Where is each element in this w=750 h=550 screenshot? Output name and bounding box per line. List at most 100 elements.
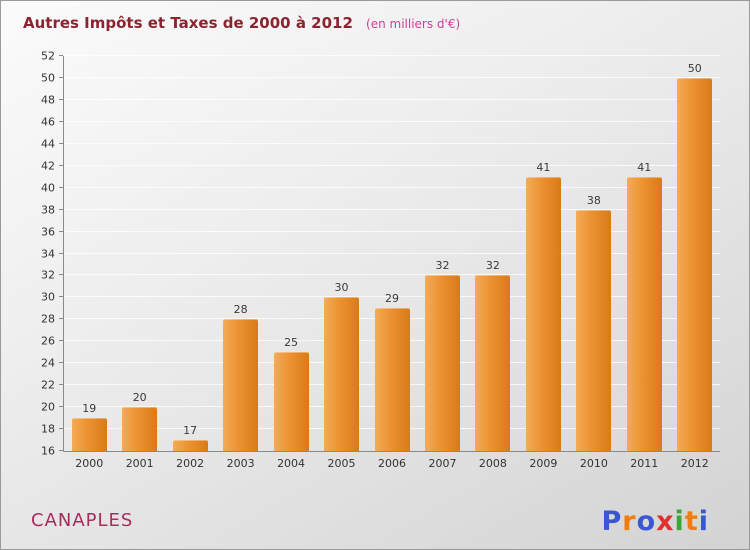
x-axis-label: 2012 [680,457,709,470]
y-tick [59,450,63,451]
y-axis-label: 34 [41,247,55,260]
y-axis-label: 24 [41,356,55,370]
y-axis-label: 16 [41,444,55,458]
brand-letter: o [636,506,657,537]
x-axis-label: 2004 [277,457,306,470]
gridline [64,55,720,56]
gridline [64,296,720,298]
y-axis-label: 40 [41,181,55,195]
y-axis-label: 48 [41,93,55,107]
location-label: CANAPLES [31,510,134,531]
y-axis-label: 20 [41,400,55,414]
y-tick [59,142,63,144]
bar-2012 [677,77,712,451]
gridline [64,120,720,122]
bar-value-label: 50 [687,61,702,75]
y-axis-label: 22 [41,378,55,392]
y-tick [59,252,63,254]
gridline [64,208,720,210]
bar-value-label: 38 [586,193,601,207]
bar-2003 [223,319,258,451]
y-tick [59,318,63,320]
bar-value-label: 20 [132,391,147,405]
y-tick [59,384,63,386]
bar-value-label: 41 [536,160,551,174]
y-axis-label: 18 [41,422,55,436]
bar-value-label: 28 [233,303,248,317]
bar-2006 [375,308,410,451]
y-axis-label: 52 [41,49,55,63]
bar-value-label: 30 [334,281,349,295]
y-axis-label: 46 [41,115,55,129]
x-axis-label: 2001 [125,457,154,470]
x-axis-label: 2007 [428,457,457,470]
bar-value-label: 32 [485,259,500,273]
plot-area: 16 18 20 22 24 26 28 30 32 34 36 38 40 42 44 46 48 50 52 19… [41,51,720,470]
y-axis-label: 38 [41,203,55,217]
x-axis-label: 2003 [226,457,255,470]
gridline [64,98,720,100]
y-axis-label: 50 [41,71,55,85]
x-axis-label: 2009 [529,457,558,470]
y-tick [59,120,63,122]
y-tick [59,274,63,276]
brand-letter: r [622,506,637,537]
bar-2002 [173,440,208,451]
y-tick [59,296,63,298]
brand-letter: i [698,506,709,537]
proxiti-logo: Proxiti [601,506,709,537]
x-axis-label: 2000 [75,457,104,470]
bar-2009 [526,176,561,451]
bar-2005 [324,297,359,451]
y-axis-label: 32 [41,268,55,282]
x-axis-label: 2006 [378,457,406,470]
bar-2004 [274,352,309,451]
chart-title-row: Autres Impôts et Taxes de 2000 à 2012 (e… [23,13,460,32]
y-axis-label: 36 [41,225,55,239]
brand-letter: i [674,506,685,537]
x-axis-label: 2002 [176,457,205,470]
bar-2010 [576,209,611,451]
y-axis-label: 26 [41,334,55,348]
bar-value-label: 41 [637,160,652,174]
y-tick [59,55,63,56]
bar-value-label: 32 [435,259,450,273]
chart-title: Autres Impôts et Taxes de 2000 à 2012 [23,14,353,32]
bar-2011 [627,176,662,451]
gridline [64,142,720,144]
chart-subtitle: (en milliers d'€) [366,17,461,31]
gridline [64,186,720,188]
y-tick [59,362,63,364]
x-axis-label: 2005 [327,457,356,470]
y-tick [59,208,63,210]
y-axis-label: 42 [41,159,55,173]
bar-2000 [72,418,107,451]
bar-value-label: 19 [82,402,97,416]
y-axis-label: 44 [41,137,55,151]
brand-letter: P [601,506,623,537]
bar-value-label: 17 [183,424,198,438]
x-axis-label: 2008 [478,457,507,470]
y-tick [59,406,63,408]
y-tick [59,230,63,232]
bar-2001 [122,407,157,451]
gridline [64,252,720,254]
bar-value-label: 29 [385,292,399,306]
x-axis-label: 2011 [630,457,659,470]
gridline [64,274,720,276]
y-axis-label: 28 [41,312,55,326]
y-tick [59,164,63,166]
bar-2007 [425,275,460,451]
gridline [64,76,720,78]
y-tick [59,76,63,78]
bar-value-label: 25 [284,336,299,350]
gridline [64,164,720,166]
x-axis-label: 2010 [579,457,608,470]
y-tick [59,340,63,342]
y-tick [59,186,63,188]
bar-2008 [475,275,510,451]
brand-letter: t [684,506,699,537]
gridline [64,230,720,232]
brand-letter: x [656,506,675,537]
